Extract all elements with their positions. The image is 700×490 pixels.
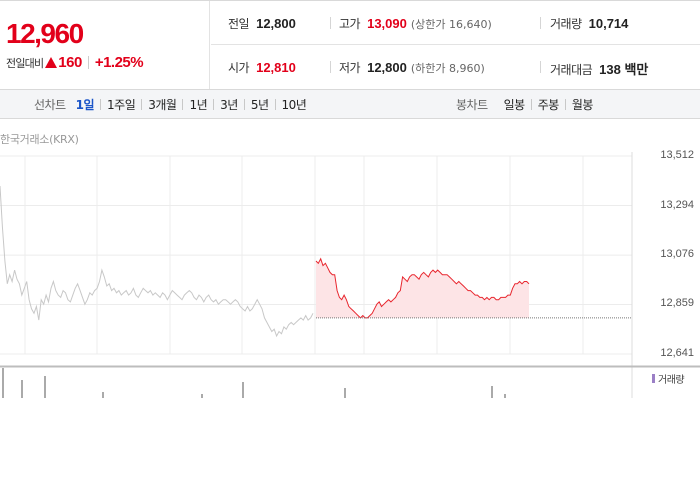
- tab-3m[interactable]: 3개월: [148, 97, 177, 112]
- volume-label: 거래량: [550, 17, 582, 31]
- today-area-fill: [316, 258, 529, 318]
- y-tick: 13,294: [660, 198, 694, 211]
- prev-close-label: 전일: [228, 17, 250, 31]
- y-tick: 12,859: [660, 297, 694, 310]
- lower-limit: (하한가 8,960): [410, 62, 485, 75]
- divider: [87, 56, 89, 69]
- previous-day-line: [0, 185, 314, 338]
- divider: [540, 61, 541, 73]
- data-source-label: 한국거래소(KRX): [0, 133, 79, 146]
- change-amount: 160: [58, 54, 82, 71]
- line-chart-tabs: 선차트 1일 1주일 3개월 1년 3년 5년 10년: [34, 90, 307, 118]
- current-price: 12,960: [6, 18, 84, 49]
- divider: [564, 98, 566, 110]
- open-price: 시가 12,810: [228, 59, 296, 76]
- divider: [243, 98, 245, 110]
- chart-grid: [0, 152, 700, 398]
- divider: [530, 98, 532, 110]
- trade-value-label: 거래대금: [550, 63, 593, 77]
- tab-monthly[interactable]: 월봉: [571, 97, 594, 112]
- divider: [182, 98, 184, 110]
- high-price: 고가 13,090 (상한가 16,640): [339, 15, 492, 32]
- tab-daily[interactable]: 일봉: [503, 97, 526, 112]
- candle-chart-title: 봉차트: [456, 97, 488, 112]
- upper-limit: (상한가 16,640): [410, 18, 492, 31]
- divider: [540, 17, 541, 29]
- volume-swatch-icon: [652, 374, 655, 383]
- high-label: 고가: [339, 17, 361, 31]
- price-block: 12,960 전일대비 160 +1.25%: [0, 1, 210, 89]
- open-label: 시가: [228, 61, 250, 75]
- quote-info-grid: 전일 12,800 고가 13,090 (상한가 16,640) 거래량 10,…: [211, 1, 700, 89]
- up-triangle-icon: [45, 57, 58, 68]
- low-price: 저가 12,800 (하한가 8,960): [339, 59, 485, 76]
- volume-legend: 거래량: [652, 371, 685, 386]
- divider: [100, 98, 102, 110]
- tab-3y[interactable]: 3년: [220, 97, 238, 112]
- info-row-1: 전일 12,800 고가 13,090 (상한가 16,640) 거래량 10,…: [211, 1, 700, 45]
- change-row: 전일대비 160 +1.25%: [6, 54, 144, 71]
- tab-1w[interactable]: 1주일: [107, 97, 136, 112]
- change-label: 전일대비: [6, 56, 44, 70]
- low-value: 12,800: [367, 60, 407, 75]
- change-rate: +1.25%: [94, 54, 144, 71]
- volume: 거래량 10,714: [550, 15, 628, 32]
- trade-value: 거래대금 138 백만: [550, 59, 648, 78]
- tab-10y[interactable]: 10년: [281, 97, 307, 112]
- open-value: 12,810: [256, 60, 296, 75]
- volume-value: 10,714: [588, 16, 629, 31]
- trade-value-value: 138 백만: [599, 62, 649, 77]
- tab-5y[interactable]: 5년: [250, 97, 269, 112]
- line-chart-title: 선차트: [34, 97, 66, 112]
- chart-period-tabbar: 선차트 1일 1주일 3개월 1년 3년 5년 10년 봉차트 일봉 주봉 월봉: [0, 90, 700, 119]
- tab-weekly[interactable]: 주봉: [537, 97, 560, 112]
- divider: [330, 17, 331, 29]
- quote-panel: 12,960 전일대비 160 +1.25% 전일 12,800 고가 13,0…: [0, 0, 700, 90]
- today-price-line: [315, 257, 530, 319]
- high-value: 13,090: [367, 16, 407, 31]
- y-tick: 12,641: [660, 347, 694, 359]
- divider: [141, 98, 143, 110]
- low-label: 저가: [339, 61, 361, 75]
- tab-1d[interactable]: 1일: [75, 97, 95, 112]
- prev-close: 전일 12,800: [228, 15, 296, 32]
- price-chart[interactable]: [0, 140, 700, 398]
- volume-legend-label: 거래량: [658, 375, 685, 386]
- divider: [330, 61, 331, 73]
- info-row-2: 시가 12,810 저가 12,800 (하한가 8,960) 거래대금 138…: [211, 45, 700, 89]
- volume-bars: [2, 368, 506, 398]
- y-tick: 13,076: [660, 248, 694, 261]
- candle-chart-tabs: 봉차트 일봉 주봉 월봉: [456, 90, 593, 118]
- y-tick: 13,512: [660, 149, 694, 161]
- divider: [213, 98, 215, 110]
- divider: [274, 98, 276, 110]
- tab-1y[interactable]: 1년: [189, 97, 208, 112]
- prev-close-value: 12,800: [256, 16, 296, 31]
